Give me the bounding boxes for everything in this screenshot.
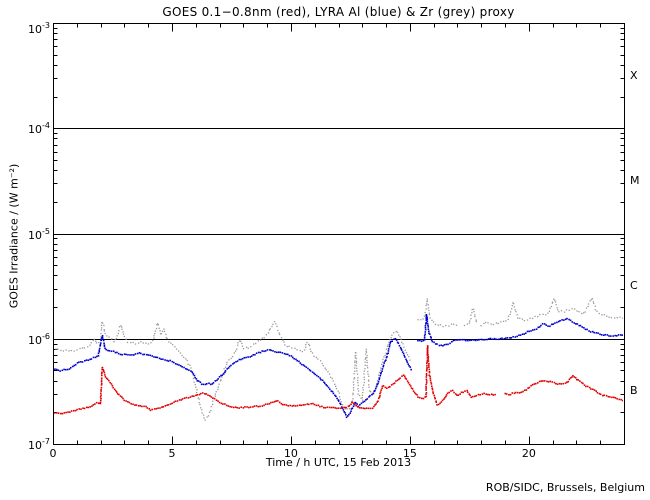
y-tick-label: 10-4: [28, 121, 50, 137]
x-tick-label: 15: [402, 447, 417, 460]
credit-text: ROB/SIDC, Brussels, Belgium: [485, 481, 645, 494]
y-tick-label: 10-7: [28, 437, 50, 452]
chart-title: GOES 0.1−0.8nm (red), LYRA Al (blue) & Z…: [162, 5, 515, 19]
y-tick-label: 10-6: [28, 331, 50, 347]
x-tick-label: 20: [521, 447, 536, 460]
y-tick-label: 10-3: [28, 21, 50, 36]
y-axis-label: GOES Irradiance / (W m⁻²): [7, 163, 21, 309]
flare-class-label: M: [630, 173, 640, 187]
y-tick-label: 10-5: [28, 226, 50, 242]
x-axis-label: Time / h UTC, 15 Feb 2013: [265, 456, 412, 469]
flare-class-label: X: [630, 68, 638, 82]
x-tick-label: 10: [283, 447, 298, 460]
flare-class-label: B: [630, 384, 638, 398]
x-tick-label: 0: [49, 447, 57, 460]
x-tick-label: 5: [168, 447, 176, 460]
flare-class-label: C: [630, 279, 638, 293]
